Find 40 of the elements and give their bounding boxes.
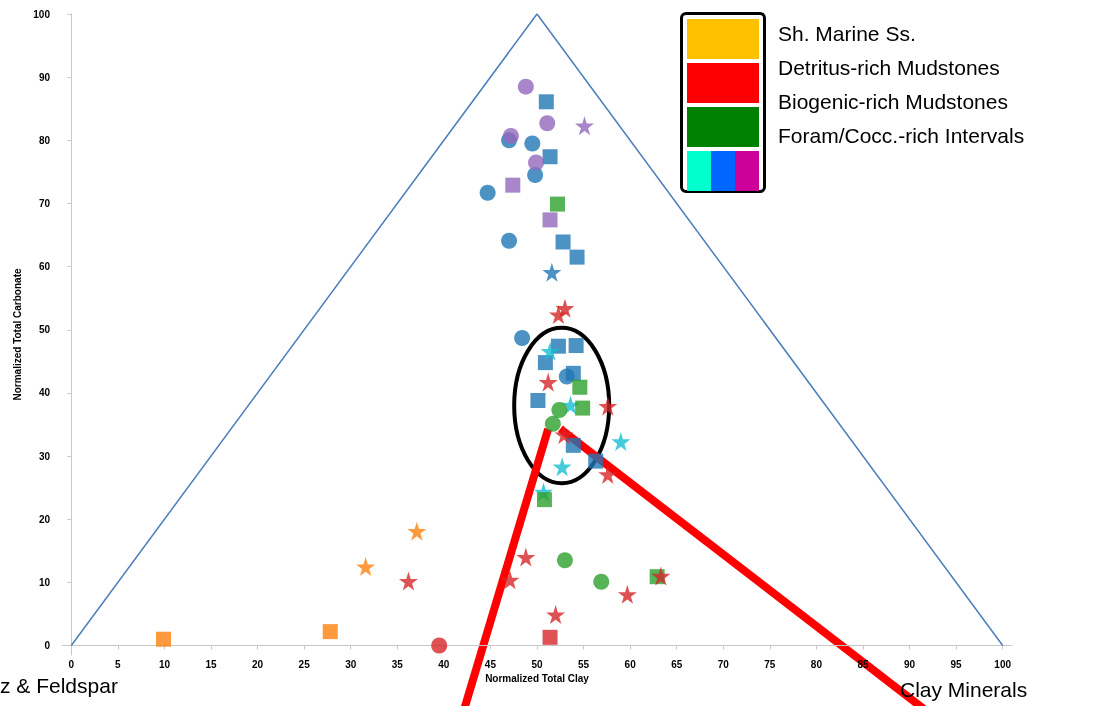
text: z & Feldspar bbox=[0, 674, 118, 698]
x-tick-label: 40 bbox=[438, 658, 450, 670]
text: Clay Minerals bbox=[900, 678, 1028, 702]
x-tick-label: 70 bbox=[717, 658, 730, 670]
x-axis-title: Normalized Total Clay bbox=[485, 673, 590, 685]
x-tick-label: 5 bbox=[115, 658, 122, 670]
annotation: Detritus-rich Mudstones bbox=[778, 56, 1000, 80]
x-tick-label: 75 bbox=[764, 658, 776, 670]
y-tick-label: 70 bbox=[38, 197, 51, 209]
annotation: Biogenic-rich Mudstones bbox=[778, 90, 1008, 114]
y-tick-label: 10 bbox=[38, 576, 51, 588]
x-tick-label: 100 bbox=[994, 658, 1012, 670]
x-tick-label: 80 bbox=[810, 658, 823, 670]
x-tick-label: 35 bbox=[391, 658, 404, 670]
x-tick-label: 90 bbox=[903, 658, 916, 670]
x-tick-label: 0 bbox=[68, 658, 75, 670]
x-tick-label: 95 bbox=[950, 658, 963, 670]
y-tick-label: 80 bbox=[38, 134, 51, 146]
x-tick-label: 20 bbox=[252, 658, 264, 670]
x-tick-label: 45 bbox=[484, 658, 497, 670]
y-tick-label: 0 bbox=[44, 640, 51, 652]
x-tick-label: 50 bbox=[531, 658, 543, 670]
annotation: Sh. Marine Ss. bbox=[778, 22, 916, 46]
y-tick-label: 50 bbox=[38, 324, 51, 336]
x-tick-label: 15 bbox=[205, 658, 218, 670]
x-tick-label: 25 bbox=[298, 658, 311, 670]
y-axis-title: Normalized Total Carbonate bbox=[11, 268, 23, 401]
y-tick-label: 40 bbox=[38, 387, 51, 399]
y-tick-label: 30 bbox=[38, 450, 51, 462]
annotation: Foram/Cocc.-rich Intervals bbox=[778, 124, 1025, 148]
x-tick-label: 65 bbox=[671, 658, 683, 670]
x-tick-label: 30 bbox=[345, 658, 357, 670]
y-tick-label: 60 bbox=[38, 261, 51, 273]
x-tick-label: 55 bbox=[578, 658, 590, 670]
x-tick-label: 10 bbox=[158, 658, 171, 670]
y-tick-label: 90 bbox=[38, 71, 51, 83]
x-tick-label: 85 bbox=[857, 658, 869, 670]
y-tick-label: 20 bbox=[38, 513, 51, 525]
y-tick-label: 100 bbox=[33, 8, 51, 20]
x-tick-label: 60 bbox=[624, 658, 637, 670]
